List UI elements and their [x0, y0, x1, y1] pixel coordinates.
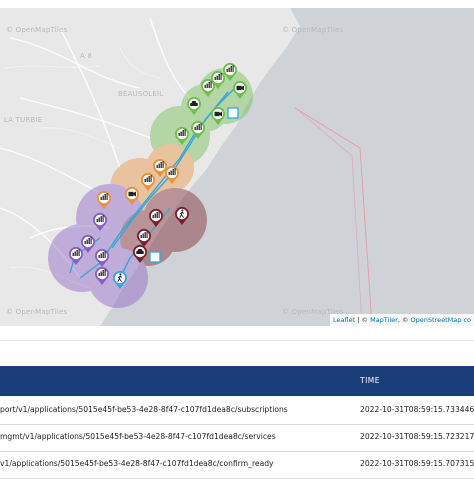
request-path-cell: mgmt/v1/applications/5015e45f-be53-4e28-…	[0, 432, 276, 441]
camera-icon	[128, 191, 136, 197]
land-area	[0, 8, 300, 326]
maptiler-link[interactable]: MapTiler	[370, 316, 398, 324]
terminal-markers	[149, 107, 239, 263]
map-marker[interactable]	[175, 206, 189, 225]
cell-tower-icon	[214, 73, 222, 80]
cell-tower-icon	[96, 215, 104, 222]
map-marker[interactable]	[175, 126, 189, 145]
marker-layer	[69, 62, 247, 289]
map-panel: © OpenMapTiles © OpenMapTiles A 8 BEAUSO…	[0, 8, 474, 326]
request-time-cell: 2022-10-31T08:59:15.723217427Z	[360, 432, 474, 441]
table-row[interactable]: v1/applications/5015e45f-be53-4e28-8f47-…	[0, 450, 474, 479]
pedestrian-icon	[179, 209, 185, 218]
map-place-label: A 8	[80, 52, 93, 60]
map-marker[interactable]	[93, 212, 107, 231]
map-attribution-label: © OpenMapTiles	[282, 308, 344, 316]
car-icon	[190, 101, 198, 106]
minor-roads	[4, 47, 161, 289]
request-time-cell: 2022-10-31T08:59:15.7334465912	[360, 405, 474, 414]
terminal-marker	[227, 107, 239, 119]
map-attribution-label: © OpenMapTiles	[6, 26, 68, 34]
cell-tower-icon	[84, 237, 92, 244]
map-marker[interactable]	[113, 270, 127, 289]
request-path-cell: v1/applications/5015e45f-be53-4e28-8f47-…	[0, 459, 274, 468]
pedestrian-icon	[117, 273, 123, 282]
cell-tower-icon	[140, 231, 148, 238]
attribution-separator: , ©	[397, 316, 411, 324]
cell-tower-icon	[98, 251, 106, 258]
table-row[interactable]: mgmt/v1/applications/5015e45f-be53-4e28-…	[0, 423, 474, 452]
map-marker[interactable]	[187, 96, 201, 115]
map-attribution: Leaflet | © MapTiler, © OpenStreetMap co	[330, 314, 474, 326]
map-marker[interactable]	[191, 120, 205, 139]
cell-tower-icon	[156, 161, 164, 168]
cell-tower-icon	[168, 168, 176, 175]
map-marker[interactable]	[211, 70, 225, 89]
car-icon	[136, 249, 144, 254]
maritime-boundary	[294, 107, 373, 326]
map-marker[interactable]	[125, 186, 139, 205]
map-marker[interactable]	[233, 80, 247, 99]
map-marker[interactable]	[137, 228, 151, 247]
cell-tower-icon	[178, 129, 186, 136]
cell-tower-icon	[152, 211, 160, 218]
map-marker[interactable]	[211, 106, 225, 125]
map-marker[interactable]	[69, 246, 83, 265]
map-view[interactable]: © OpenMapTiles © OpenMapTiles A 8 BEAUSO…	[0, 8, 474, 326]
camera-icon	[214, 111, 222, 117]
map-canvas[interactable]	[0, 8, 474, 326]
camera-icon	[236, 85, 244, 91]
terminal-marker	[149, 251, 161, 263]
map-attribution-label: © OpenMapTiles	[282, 26, 344, 34]
table-header: TIME	[0, 366, 474, 396]
map-marker[interactable]	[223, 62, 237, 81]
cell-tower-icon	[226, 65, 234, 72]
cell-tower-icon	[204, 81, 212, 88]
map-place-label: LA TURBIE	[4, 116, 43, 124]
map-attribution-label: © OpenMapTiles	[6, 308, 68, 316]
cell-tower-icon	[144, 175, 152, 182]
request-path-cell: port/v1/applications/5015e45f-be53-4e28-…	[0, 405, 288, 414]
osm-link[interactable]: OpenStreetMap co	[410, 316, 471, 324]
map-marker[interactable]	[95, 266, 109, 285]
column-header-time[interactable]: TIME	[360, 376, 381, 385]
map-marker[interactable]	[165, 165, 179, 184]
leaflet-link[interactable]: Leaflet	[333, 316, 356, 324]
section-divider	[0, 340, 474, 341]
map-marker[interactable]	[95, 248, 109, 267]
map-marker[interactable]	[97, 190, 111, 209]
cell-tower-icon	[100, 193, 108, 200]
cell-tower-icon	[72, 249, 80, 256]
map-marker[interactable]	[141, 172, 155, 191]
requests-table: TIME port/v1/applications/5015e45f-be53-…	[0, 366, 474, 479]
cell-tower-icon	[98, 269, 106, 276]
map-marker[interactable]	[81, 234, 95, 253]
map-place-label: BEAUSOLEIL	[118, 90, 164, 98]
map-marker[interactable]	[149, 208, 163, 227]
request-time-cell: 2022-10-31T08:59:15.707315042Z	[360, 459, 474, 468]
map-marker[interactable]	[201, 78, 215, 97]
table-row[interactable]: port/v1/applications/5015e45f-be53-4e28-…	[0, 396, 474, 425]
map-marker[interactable]	[153, 158, 167, 177]
cell-tower-icon	[194, 123, 202, 130]
attribution-separator: | ©	[355, 316, 371, 324]
map-marker[interactable]	[133, 244, 147, 263]
